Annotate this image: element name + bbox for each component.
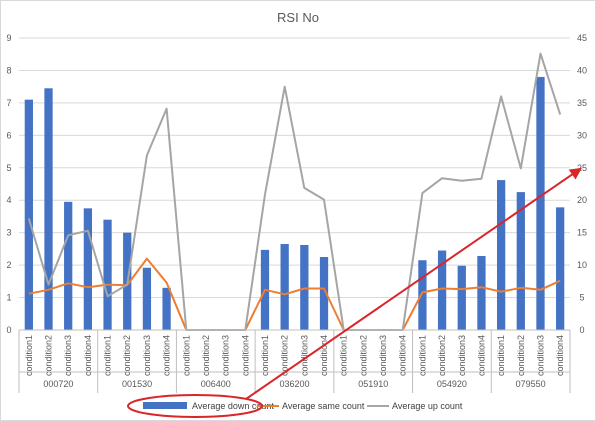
left-tick-label: 4	[6, 195, 11, 205]
bar	[142, 267, 152, 330]
series-line	[27, 52, 562, 331]
right-tick-label: 10	[577, 260, 587, 270]
right-tick-label: 20	[577, 195, 587, 205]
condition-tick-label: condition2	[280, 335, 290, 376]
condition-tick-label: condition4	[555, 335, 565, 376]
legend: Average down count Average same count Aver…	[143, 401, 463, 411]
left-tick-label: 0	[6, 325, 11, 335]
right-tick-label: 15	[577, 228, 587, 238]
left-tick-label: 8	[6, 65, 11, 75]
condition-tick-label: condition2	[201, 335, 211, 376]
annotation-ellipse	[127, 394, 263, 418]
line-series	[27, 52, 562, 331]
bar	[437, 250, 447, 330]
bar	[477, 256, 486, 330]
legend-label: Average up count	[392, 401, 463, 411]
condition-tick-label: condition2	[122, 335, 132, 376]
right-tick-label: 0	[579, 325, 584, 335]
bar	[457, 265, 466, 330]
left-tick-label: 6	[6, 130, 11, 140]
left-tick-label: 5	[6, 163, 11, 173]
condition-tick-label: condition2	[437, 335, 447, 376]
condition-tick-label: condition3	[535, 335, 545, 376]
annotations	[127, 167, 582, 418]
condition-tick-label: condition3	[142, 335, 152, 376]
right-tick-label: 5	[579, 293, 584, 303]
group-tick-label: 000720	[43, 379, 73, 389]
bar	[536, 76, 545, 330]
condition-tick-label: condition4	[83, 335, 93, 376]
left-tick-label: 1	[6, 293, 11, 303]
right-tick-label: 45	[577, 33, 587, 43]
left-tick-label: 9	[6, 33, 11, 43]
condition-tick-label: condition4	[240, 335, 250, 376]
condition-tick-label: condition3	[63, 335, 73, 376]
condition-tick-label: condition1	[260, 335, 270, 376]
bar	[319, 257, 329, 330]
right-tick-label: 35	[577, 98, 587, 108]
condition-tick-label: condition1	[181, 335, 191, 376]
condition-tick-label: condition1	[24, 335, 34, 376]
group-tick-label: 036200	[279, 379, 309, 389]
bar	[418, 260, 427, 330]
condition-tick-label: condition2	[358, 335, 368, 376]
condition-tick-label: condition4	[162, 335, 172, 376]
bar	[103, 219, 112, 330]
legend-label: Average same count	[282, 401, 365, 411]
condition-tick-label: condition1	[417, 335, 427, 376]
group-tick-label: 001530	[122, 379, 152, 389]
left-tick-label: 7	[6, 98, 11, 108]
condition-tick-label: condition3	[299, 335, 309, 376]
condition-tick-label: condition4	[398, 335, 408, 376]
condition-tick-label: condition4	[319, 335, 329, 376]
legend-swatch	[143, 402, 187, 409]
condition-tick-label: condition3	[457, 335, 467, 376]
series-line	[28, 257, 561, 331]
condition-tick-label: condition3	[221, 335, 231, 376]
group-tick-label: 079550	[516, 379, 546, 389]
annotation-arrow-line	[245, 170, 577, 400]
group-tick-label: 051910	[358, 379, 388, 389]
right-tick-label: 30	[577, 130, 587, 140]
bar	[496, 180, 506, 330]
chart-title: RSI No	[277, 10, 319, 25]
bar	[83, 208, 93, 330]
right-tick-label: 40	[577, 65, 587, 75]
left-tick-label: 3	[6, 228, 11, 238]
condition-tick-label: condition1	[339, 335, 349, 376]
bar	[300, 244, 309, 330]
annotation-arrow-head	[568, 167, 582, 180]
bar	[64, 201, 73, 330]
bar	[556, 207, 565, 330]
condition-tick-label: condition1	[103, 335, 113, 376]
bar	[44, 88, 53, 331]
bar	[280, 244, 289, 330]
group-tick-label: 006400	[201, 379, 231, 389]
condition-tick-label: condition2	[516, 335, 526, 376]
legend-label: Average down count	[192, 401, 274, 411]
condition-tick-label: condition3	[378, 335, 388, 376]
condition-tick-label: condition4	[476, 335, 486, 376]
left-tick-label: 2	[6, 260, 11, 270]
bar	[24, 99, 33, 331]
bar	[162, 287, 171, 330]
bar	[516, 192, 525, 330]
group-tick-label: 054920	[437, 379, 467, 389]
condition-tick-label: condition1	[496, 335, 506, 376]
condition-tick-label: condition2	[44, 335, 54, 376]
